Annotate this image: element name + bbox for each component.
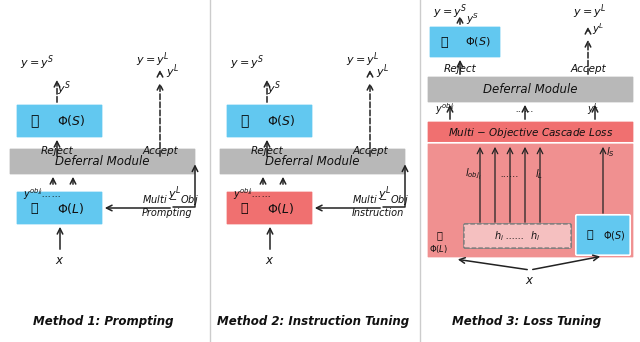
Text: $\Phi(S)$: $\Phi(S)$ [57, 114, 85, 129]
Text: $x$: $x$ [55, 253, 65, 266]
Text: $y = y^L$: $y = y^L$ [346, 51, 380, 69]
Text: Reject: Reject [251, 146, 284, 156]
Text: Deferral Module: Deferral Module [483, 83, 578, 96]
Text: Multi $-$ Objective Cascade Loss: Multi $-$ Objective Cascade Loss [448, 126, 613, 140]
Text: Accept: Accept [352, 146, 388, 156]
FancyBboxPatch shape [429, 26, 501, 58]
Text: Prompting: Prompting [142, 208, 193, 218]
Text: $x$: $x$ [525, 274, 534, 287]
Text: 💻: 💻 [240, 201, 248, 214]
Text: $y^L$: $y^L$ [592, 21, 605, 37]
Text: ......: ...... [515, 104, 534, 114]
Text: $y^S$: $y^S$ [57, 80, 71, 98]
Text: $y^L$: $y^L$ [168, 185, 181, 203]
FancyBboxPatch shape [219, 148, 406, 175]
Text: $\Phi(L)$: $\Phi(L)$ [268, 200, 295, 215]
Text: 🧠: 🧠 [30, 114, 38, 128]
Text: $l_S$: $l_S$ [606, 145, 615, 159]
FancyBboxPatch shape [226, 191, 313, 225]
FancyBboxPatch shape [576, 215, 630, 255]
FancyBboxPatch shape [427, 76, 634, 103]
Text: Deferral Module: Deferral Module [265, 155, 360, 168]
Text: $y = y^S$: $y = y^S$ [230, 54, 264, 72]
FancyBboxPatch shape [16, 104, 103, 138]
Text: $y^{obj_i}$......: $y^{obj_i}$...... [23, 186, 61, 202]
Text: Method 3: Loss Tuning: Method 3: Loss Tuning [452, 316, 602, 329]
Text: $l_{obj_i}$: $l_{obj_i}$ [465, 167, 481, 182]
Text: Accept: Accept [570, 64, 606, 74]
Text: $l_L$: $l_L$ [535, 167, 543, 181]
Text: 💻: 💻 [436, 230, 442, 240]
Text: Method 2: Instruction Tuning: Method 2: Instruction Tuning [217, 316, 409, 329]
Text: $y^{obj_i}$: $y^{obj_i}$ [435, 101, 455, 117]
Text: $\Phi(S)$: $\Phi(S)$ [267, 114, 295, 129]
Text: $y = y^L$: $y = y^L$ [136, 51, 170, 69]
Text: Reject: Reject [444, 64, 476, 74]
Text: 💻: 💻 [30, 201, 38, 214]
Text: Reject: Reject [40, 146, 74, 156]
Text: $x$: $x$ [266, 253, 275, 266]
Text: Multi $-$ Obj: Multi $-$ Obj [352, 193, 409, 207]
FancyBboxPatch shape [9, 148, 196, 175]
Text: $y^S$: $y^S$ [466, 11, 479, 27]
Text: Accept: Accept [142, 146, 178, 156]
Text: $y^L$: $y^L$ [587, 101, 599, 117]
Text: ......: ...... [500, 169, 519, 179]
Text: Method 1: Prompting: Method 1: Prompting [33, 316, 173, 329]
Text: $\Phi(L)$: $\Phi(L)$ [57, 200, 84, 215]
Text: $y^S$: $y^S$ [267, 80, 281, 98]
Text: $y^L$: $y^L$ [376, 63, 389, 81]
Text: 🧠: 🧠 [587, 230, 593, 240]
Text: Instruction: Instruction [352, 208, 404, 218]
Text: $y^L$: $y^L$ [378, 185, 391, 203]
Text: $\Phi(L)$: $\Phi(L)$ [429, 243, 449, 255]
Text: Multi $-$ Obj: Multi $-$ Obj [142, 193, 199, 207]
Text: $y^L$: $y^L$ [166, 63, 179, 81]
Text: $y^{obj_i}$......: $y^{obj_i}$...... [233, 186, 271, 202]
FancyBboxPatch shape [464, 224, 571, 248]
Text: Deferral Module: Deferral Module [55, 155, 150, 168]
Text: $y = y^S$: $y = y^S$ [20, 54, 54, 72]
Text: $h_i$ ......  $h_l$: $h_i$ ...... $h_l$ [494, 229, 541, 243]
Text: $\Phi(S)$: $\Phi(S)$ [465, 36, 491, 49]
FancyBboxPatch shape [427, 143, 634, 258]
FancyBboxPatch shape [226, 104, 313, 138]
Text: 🧠: 🧠 [440, 36, 448, 49]
FancyBboxPatch shape [464, 224, 572, 248]
Text: 🧠: 🧠 [240, 114, 248, 128]
Text: $y = y^S$: $y = y^S$ [433, 3, 467, 21]
FancyBboxPatch shape [16, 191, 103, 225]
FancyBboxPatch shape [427, 121, 634, 145]
Text: $y = y^L$: $y = y^L$ [573, 3, 607, 21]
Text: $\Phi(S)$: $\Phi(S)$ [603, 228, 625, 241]
